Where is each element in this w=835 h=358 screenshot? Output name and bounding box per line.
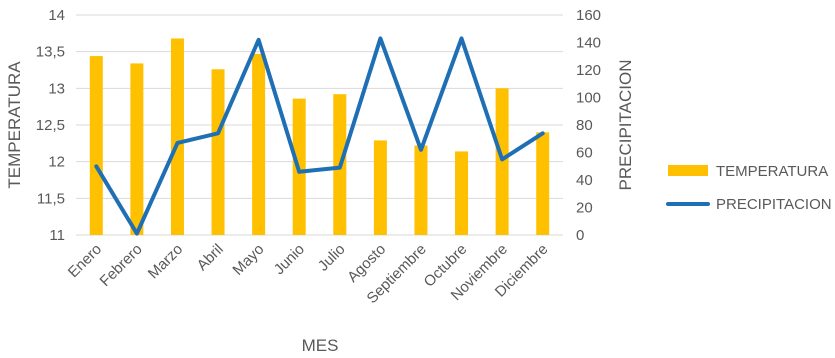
x-axis-title: MES	[302, 336, 339, 355]
left-axis-title: TEMPERATURA	[5, 61, 24, 189]
left-axis-tick-label: 12,5	[36, 117, 65, 134]
x-axis-tick-label: Marzo	[145, 241, 186, 282]
left-axis-tick-label: 13,5	[36, 44, 65, 61]
left-axis-tick-label: 14	[48, 7, 65, 24]
legend-swatch-temperatura	[668, 165, 708, 176]
bar-febrero	[130, 63, 144, 236]
right-axis-tick-label: 20	[576, 200, 593, 217]
bar-septiembre	[414, 145, 428, 235]
right-axis-title: PRECIPITACION	[616, 60, 635, 191]
x-axis-tick-label: Julio	[315, 241, 349, 275]
temperature-bars	[89, 38, 550, 236]
right-axis-tick-label: 140	[576, 35, 601, 52]
bar-noviembre	[495, 88, 509, 235]
bar-agosto	[373, 140, 387, 235]
left-axis-tick-label: 11,5	[37, 190, 65, 207]
bar-marzo	[170, 38, 184, 235]
left-axis-tick-label: 12	[48, 154, 65, 171]
right-axis-tick-label: 80	[576, 117, 593, 134]
right-axis-tick-label: 100	[576, 90, 601, 107]
right-axis-ticks: 0 20 40 60 80 100 120 140 160	[576, 7, 601, 244]
gridlines	[76, 14, 563, 236]
legend-label-temperatura: TEMPERATURA	[716, 163, 828, 180]
x-axis-tick-label: Junio	[271, 241, 308, 278]
right-axis-tick-label: 120	[576, 62, 601, 79]
legend-label-precipitacion: PRECIPITACION	[716, 196, 832, 213]
bar-enero	[89, 56, 103, 235]
right-axis-tick-label: 0	[576, 227, 584, 244]
right-axis-tick-label: 60	[576, 145, 593, 162]
left-axis-tick-label: 11	[49, 227, 65, 244]
bar-diciembre	[536, 132, 550, 235]
bar-octubre	[455, 151, 469, 235]
bar-abril	[211, 69, 225, 236]
bar-mayo	[252, 53, 266, 235]
x-axis-tick-label: Mayo	[229, 241, 267, 279]
left-axis-ticks: 11 11,5 12 12,5 13 13,5 14	[36, 7, 65, 244]
precipitation-line	[94, 36, 545, 236]
left-axis-tick-label: 13	[48, 80, 65, 97]
legend: TEMPERATURA PRECIPITACION	[666, 163, 832, 213]
right-axis-tick-label: 40	[576, 172, 593, 189]
x-axis-tick-label: Febrero	[97, 241, 146, 290]
x-axis-tick-label: Abril	[194, 241, 227, 274]
right-axis-tick-label: 160	[576, 7, 601, 24]
